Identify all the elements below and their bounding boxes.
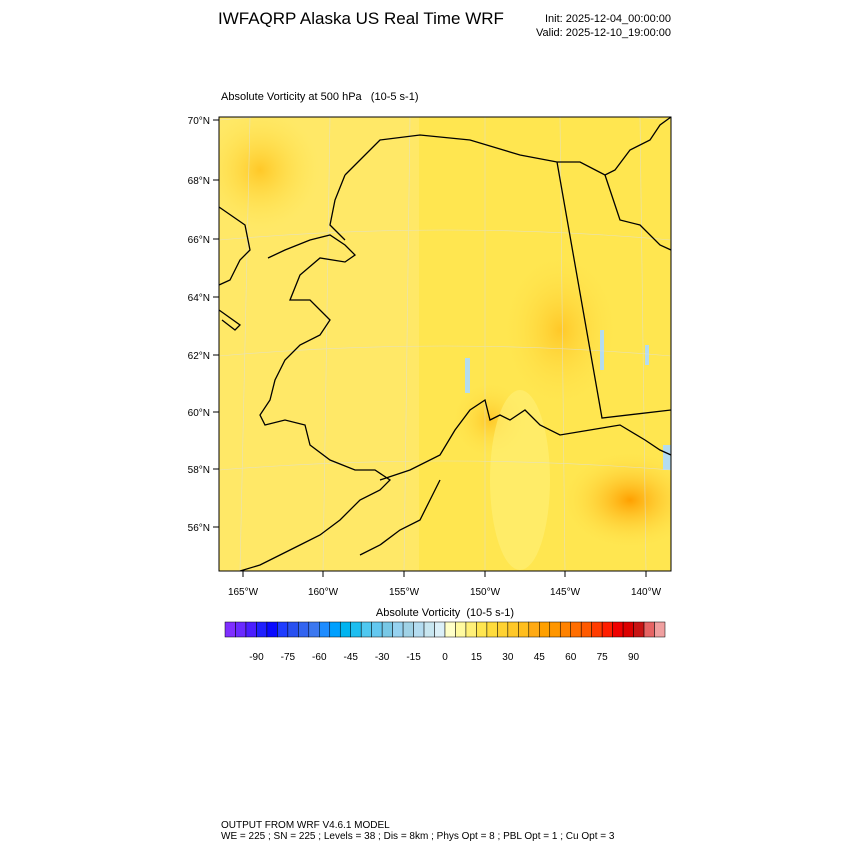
colorbar-label: 30: [502, 652, 514, 663]
color-box: [413, 621, 425, 638]
color-box: [298, 621, 310, 638]
color-box: [224, 621, 236, 638]
map-title: Absolute Vorticity at 500 hPa (10-5 s-1): [221, 91, 419, 103]
color-box: [444, 621, 456, 638]
color-box: [465, 621, 477, 638]
colorbar-label: -45: [343, 652, 358, 663]
color-box: [423, 621, 435, 638]
color-box: [381, 621, 393, 638]
colorbar-label: 60: [565, 652, 577, 663]
color-box: [287, 621, 299, 638]
colorbar-label: 45: [534, 652, 546, 663]
color-box: [507, 621, 519, 638]
color-box: [277, 621, 289, 638]
color-box: [360, 621, 372, 638]
color-box: [518, 621, 530, 638]
colorbar: -90 -75 -60 -45 -30 -15 0 15 30 45 60 75 90: [224, 621, 666, 663]
color-box: [245, 621, 257, 638]
color-box: [235, 621, 247, 638]
color-box: [497, 621, 509, 638]
lat-label: 62°N: [188, 351, 210, 362]
color-box: [601, 621, 613, 638]
colorbar-label: -90: [249, 652, 264, 663]
color-box: [654, 621, 666, 638]
color-box: [528, 621, 540, 638]
lat-label: 58°N: [188, 465, 210, 476]
footer-line: WE = 225 ; SN = 225 ; Levels = 38 ; Dis …: [221, 831, 615, 842]
color-box: [329, 621, 341, 638]
colorbar-label: -75: [281, 652, 296, 663]
lon-label: 140°W: [631, 587, 662, 598]
color-box: [591, 621, 603, 638]
color-box: [633, 621, 645, 638]
color-box: [622, 621, 634, 638]
lat-label: 64°N: [188, 293, 210, 304]
color-box: [308, 621, 320, 638]
init-time: Init: 2025-12-04_00:00:00: [545, 13, 671, 25]
colorbar-label: 90: [628, 652, 640, 663]
color-box: [319, 621, 331, 638]
lon-label: 160°W: [308, 587, 339, 598]
color-box: [256, 621, 268, 638]
lat-label: 68°N: [188, 176, 210, 187]
color-box: [455, 621, 467, 638]
color-box: [350, 621, 362, 638]
lon-label: 150°W: [470, 587, 501, 598]
color-box: [402, 621, 414, 638]
colorbar-label: 75: [597, 652, 609, 663]
lat-labels: 70°N 68°N 66°N 64°N 62°N 60°N 58°N 56°N: [188, 116, 219, 534]
footer-line: OUTPUT FROM WRF V4.6.1 MODEL: [221, 820, 390, 831]
lon-label: 145°W: [550, 587, 581, 598]
map-frame: [218, 116, 672, 572]
color-box: [392, 621, 404, 638]
color-box: [570, 621, 582, 638]
color-box: [339, 621, 351, 638]
color-box: [371, 621, 383, 638]
colorbar-label: -60: [312, 652, 327, 663]
valid-time: Valid: 2025-12-10_19:00:00: [536, 27, 671, 39]
color-box: [266, 621, 278, 638]
colorbar-label: 0: [442, 652, 448, 663]
colorbar-label: -15: [406, 652, 421, 663]
lon-labels: 165°W 160°W 155°W 150°W 145°W 140°W: [228, 571, 662, 598]
color-box: [643, 621, 655, 638]
lat-label: 56°N: [188, 523, 210, 534]
lat-label: 70°N: [188, 116, 210, 127]
colorbar-title: Absolute Vorticity (10-5 s-1): [376, 607, 514, 619]
color-box: [612, 621, 624, 638]
color-box: [539, 621, 551, 638]
title: IWFAQRP Alaska US Real Time WRF: [218, 9, 504, 28]
lat-label: 66°N: [188, 235, 210, 246]
lon-label: 165°W: [228, 587, 259, 598]
colorbar-label: -30: [375, 652, 390, 663]
color-box: [549, 621, 561, 638]
field: [219, 117, 671, 571]
colorbar-label: 15: [471, 652, 483, 663]
color-box: [434, 621, 446, 638]
lon-label: 155°W: [389, 587, 420, 598]
color-box: [486, 621, 498, 638]
lat-label: 60°N: [188, 408, 210, 419]
color-box: [559, 621, 571, 638]
color-box: [476, 621, 488, 638]
color-box: [580, 621, 592, 638]
